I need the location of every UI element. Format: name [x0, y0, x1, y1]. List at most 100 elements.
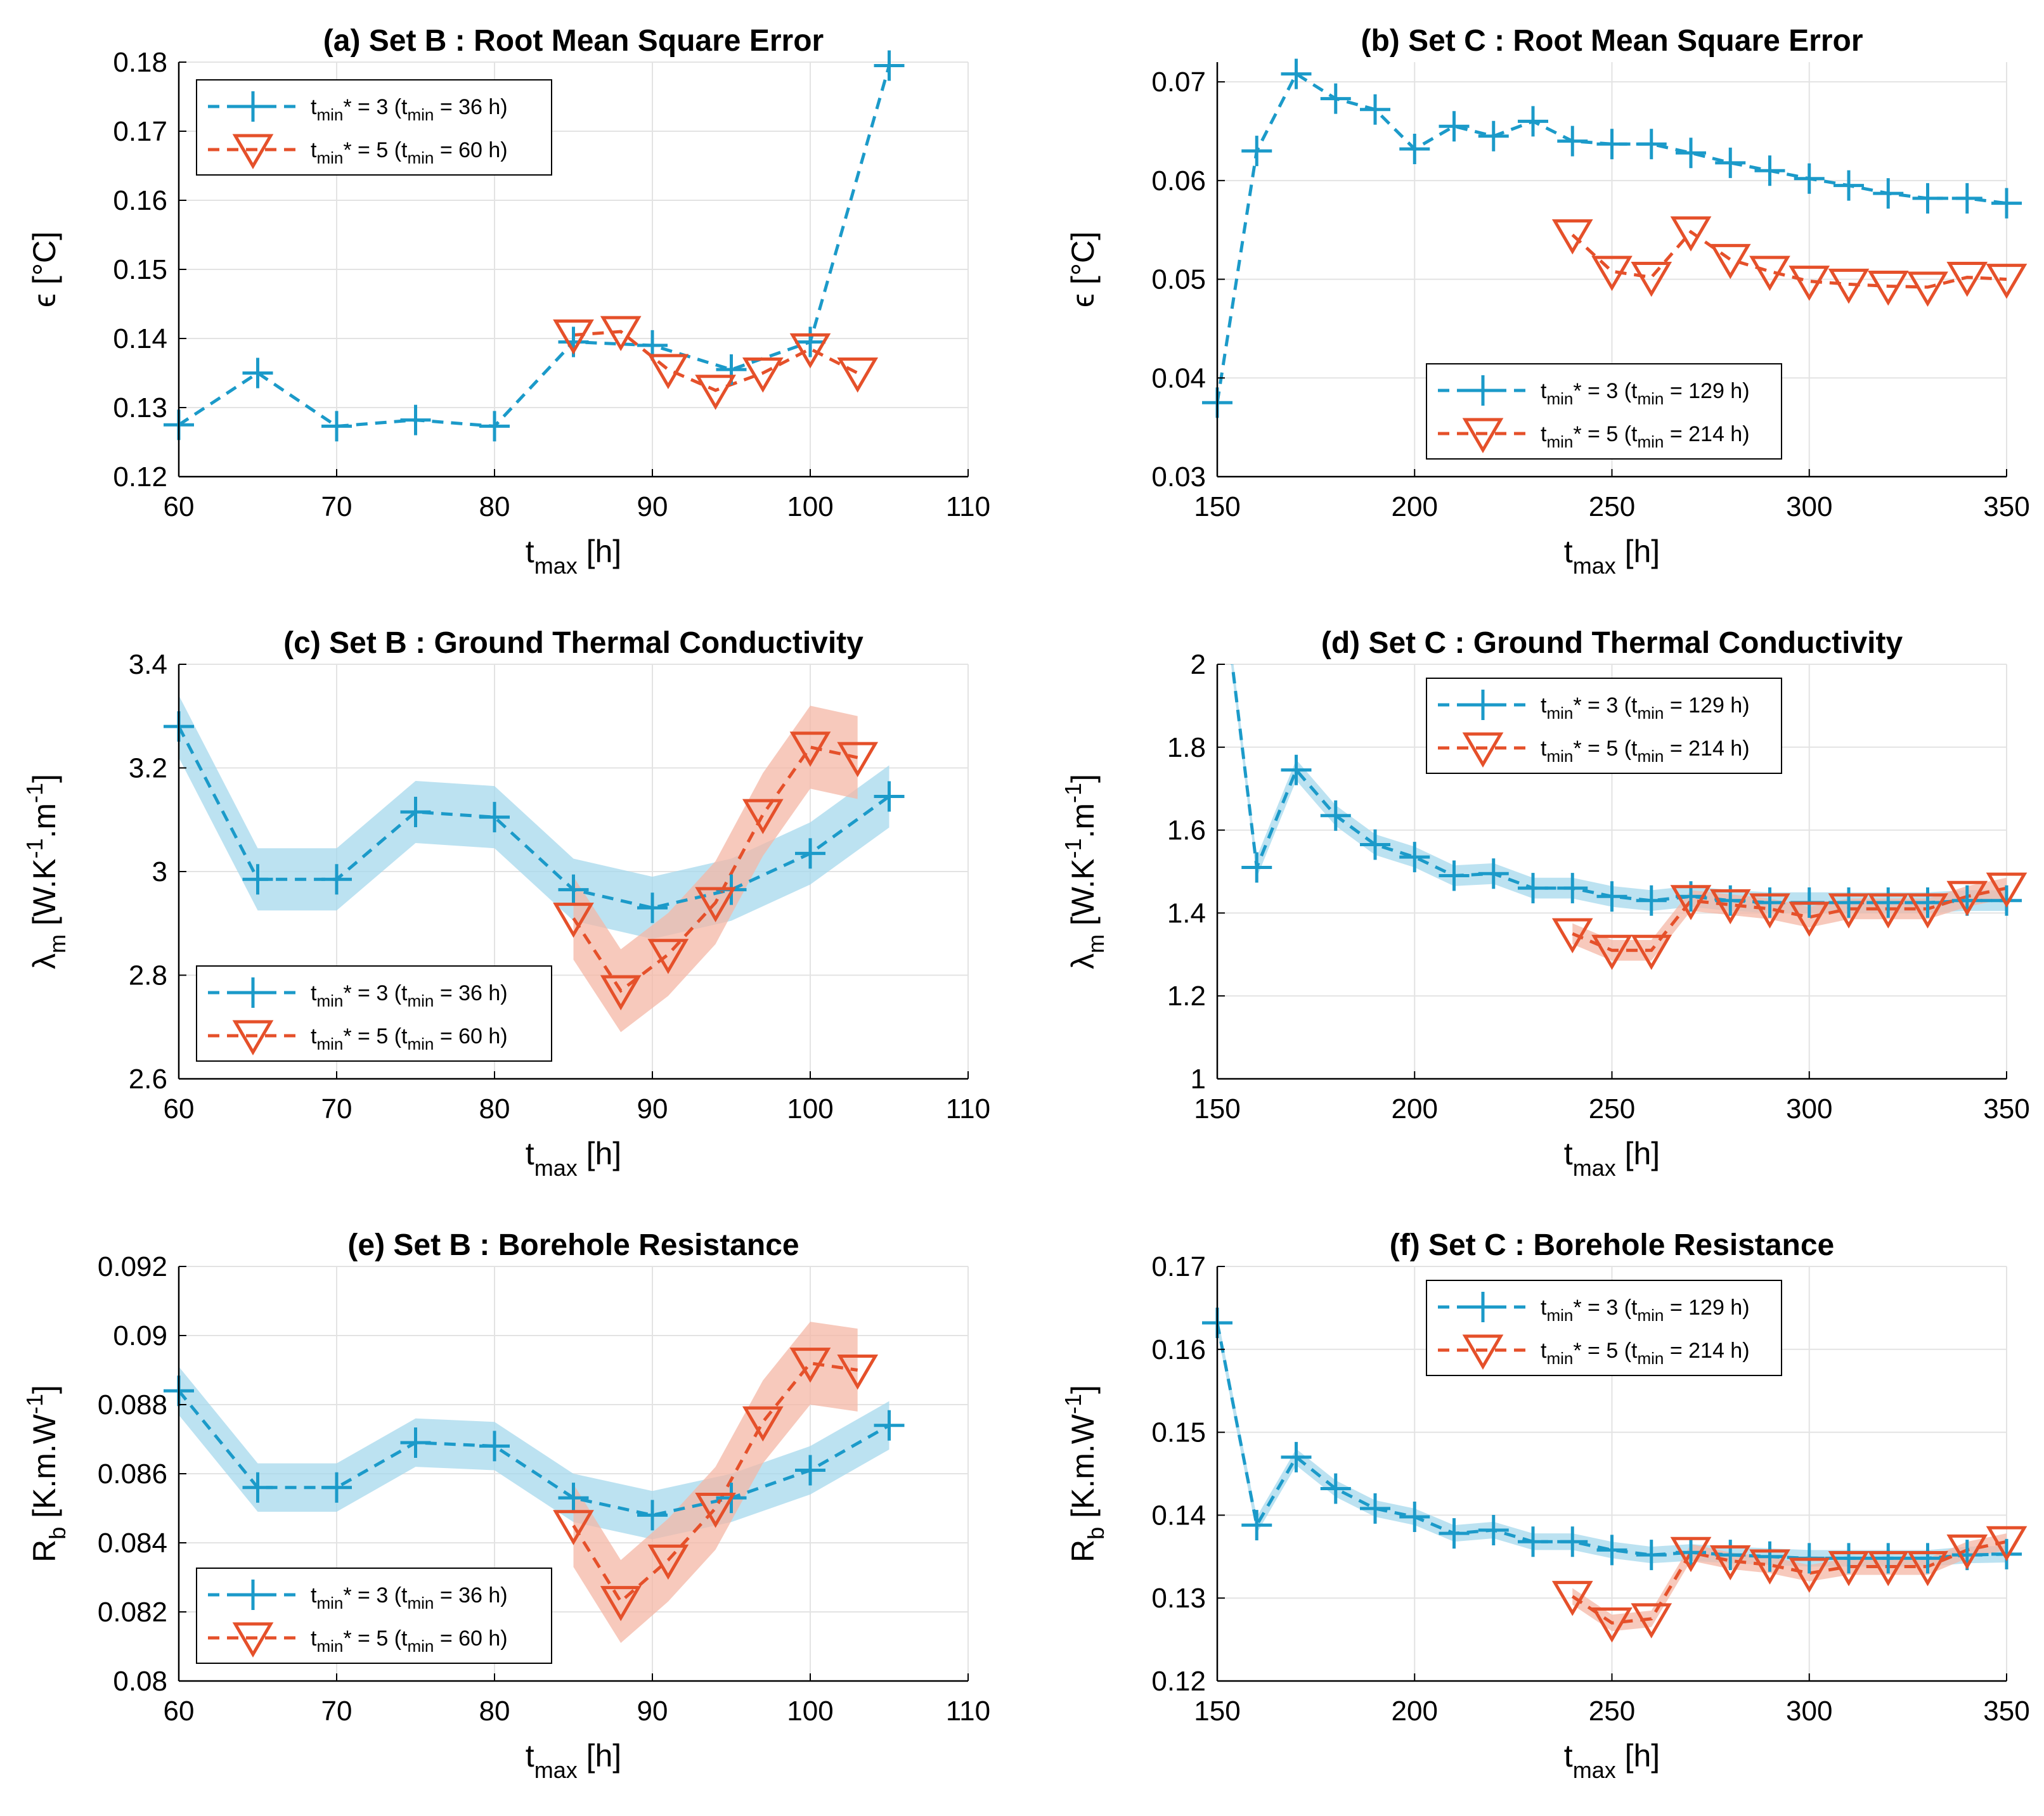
y-tick-label: 0.06 [1151, 165, 1206, 196]
triangle-down-marker [695, 887, 736, 923]
triangle-down-marker [600, 316, 642, 352]
plus-marker [1518, 873, 1548, 904]
plus-marker [242, 357, 273, 389]
plus-marker [1478, 120, 1509, 151]
plot-area [1217, 1314, 2007, 1632]
y-tick-label: 0.088 [98, 1389, 167, 1420]
x-tick-label: 100 [787, 1093, 833, 1124]
x-tick-label: 200 [1392, 491, 1438, 522]
triangle-down-marker [1551, 219, 1593, 255]
plus-marker [1281, 58, 1312, 89]
chart-title: (e) Set B : Borehole Resistance [347, 1228, 799, 1262]
plus-marker [321, 1472, 352, 1503]
triangle-down-marker [789, 333, 831, 369]
triangle-down-marker [1749, 1549, 1790, 1585]
plus-marker [1951, 183, 1983, 214]
plus-marker [1754, 155, 1785, 186]
triangle-down-marker [789, 1348, 831, 1383]
triangle-down-marker [789, 731, 831, 767]
plus-marker [1991, 1538, 2022, 1569]
x-tick-label: 200 [1392, 1093, 1438, 1124]
legend-label: tmin* = 5 (tmin = 214 h) [1541, 422, 1750, 451]
legend-label: tmin* = 3 (tmin = 36 h) [311, 981, 508, 1010]
plus-marker [1754, 887, 1785, 918]
series-line [1217, 1322, 2007, 1560]
plus-marker [1468, 1292, 1498, 1322]
triangle-down-marker [1591, 1607, 1633, 1643]
legend: tmin* = 3 (tmin = 36 h) tmin* = 5 (tmin =… [196, 965, 552, 1062]
legend: tmin* = 3 (tmin = 36 h) tmin* = 5 (tmin =… [196, 79, 552, 176]
plus-marker [1557, 1526, 1588, 1557]
y-axis-label: Rb [K.m.W-1] [1060, 1385, 1109, 1562]
chart-title: (c) Set B : Ground Thermal Conductivity [283, 626, 864, 660]
confidence-band [573, 705, 858, 1033]
plus-marker [238, 1580, 268, 1610]
plus-marker [1241, 136, 1272, 167]
triangle-down-marker [232, 1020, 274, 1055]
series-line [179, 1389, 890, 1517]
triangle-down-marker [1709, 1545, 1751, 1581]
plus-marker [1596, 881, 1627, 912]
plus-marker [1715, 1540, 1746, 1571]
legend-label: tmin* = 3 (tmin = 36 h) [311, 95, 508, 124]
plus-marker [238, 91, 268, 122]
y-tick-label: 0.18 [113, 47, 167, 78]
legend-label: tmin* = 3 (tmin = 36 h) [311, 1583, 508, 1613]
confidence-band [1572, 1533, 2007, 1632]
y-tick-label: 0.15 [113, 254, 167, 285]
triangle-down-marker [553, 903, 594, 938]
plus-marker [1557, 126, 1588, 157]
x-axis-label: tmax [h] [1564, 1738, 1660, 1783]
plus-marker [1873, 887, 1904, 918]
legend-label: tmin* = 5 (tmin = 214 h) [1541, 1339, 1750, 1368]
plot-area [179, 695, 890, 1033]
plus-marker [1834, 1543, 1864, 1574]
x-tick-label: 200 [1392, 1696, 1438, 1727]
y-tick-label: 0.13 [1151, 1583, 1206, 1614]
triangle-down-marker [1670, 1536, 1712, 1573]
y-axis-label: ϵ [°C] [27, 231, 62, 307]
y-tick-label: 2.8 [129, 960, 167, 991]
x-tick-label: 250 [1589, 1696, 1635, 1727]
triangle-down-marker [695, 375, 736, 410]
triangle-down-marker [742, 1406, 784, 1442]
triangle-down-marker [1591, 934, 1633, 970]
plus-marker [1439, 111, 1470, 142]
plus-marker [874, 50, 905, 81]
chart-panel-e: 60 70 80 90 100 110 0.08 0.082 0.084 0.086 0.088 0.… [22, 1228, 990, 1783]
triangle-down-marker [1462, 418, 1504, 453]
plus-marker [321, 864, 352, 895]
legend: tmin* = 3 (tmin = 129 h) tmin* = 5 (tmin … [1426, 363, 1782, 460]
triangle-down-marker [1789, 1557, 1830, 1593]
plus-marker [1478, 1514, 1509, 1545]
plus-marker [1754, 1541, 1785, 1572]
plus-marker [1399, 1502, 1430, 1533]
x-tick-label: 60 [164, 1696, 195, 1727]
confidence-band [1572, 877, 2007, 961]
x-tick-label: 90 [637, 1696, 668, 1727]
plus-marker [874, 1410, 905, 1441]
chart-panel-a: 60 70 80 90 100 110 0.12 0.13 0.14 0.15 0.16 0.17 0.… [27, 24, 990, 579]
chart-title: (b) Set C : Root Mean Square Error [1361, 24, 1863, 58]
triangle-down-marker [1631, 261, 1672, 297]
y-tick-label: 0.13 [113, 392, 167, 423]
plus-marker [1399, 134, 1430, 165]
y-axis-label: λm [W.K-1.m-1] [1060, 774, 1109, 969]
plus-marker [637, 1500, 668, 1531]
y-tick-label: 0.16 [1151, 1334, 1206, 1365]
triangle-down-marker [1709, 889, 1751, 925]
triangle-down-marker [1631, 934, 1672, 970]
plus-marker [1873, 178, 1904, 209]
plus-marker [1636, 1540, 1667, 1571]
series-markers [1202, 58, 2022, 418]
plus-marker [1320, 1473, 1351, 1504]
triangle-down-marker [1828, 1551, 1870, 1587]
plus-marker [1468, 690, 1498, 720]
x-tick-label: 100 [787, 1696, 833, 1727]
triangle-down-marker [1670, 885, 1712, 920]
series-line [572, 745, 858, 993]
triangle-down-marker [647, 939, 689, 974]
series-line [1571, 229, 2007, 289]
legend-label: tmin* = 3 (tmin = 129 h) [1541, 1296, 1750, 1325]
